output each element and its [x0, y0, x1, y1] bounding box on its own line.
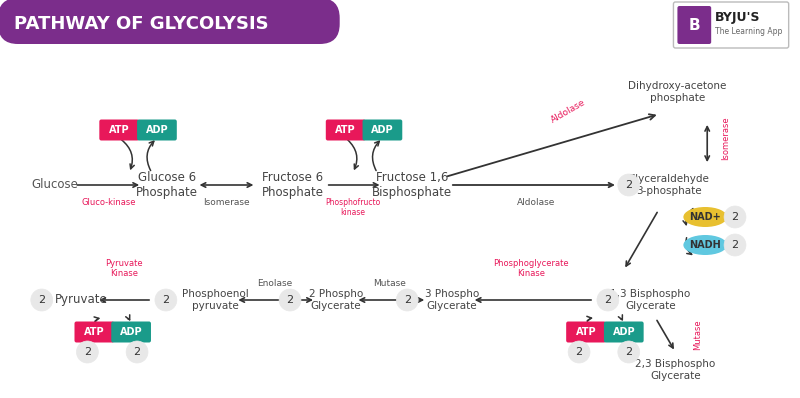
Text: ATP: ATP — [109, 125, 130, 135]
Text: NADH: NADH — [690, 240, 721, 250]
Text: 2: 2 — [731, 212, 738, 222]
Text: ATP: ATP — [335, 125, 356, 135]
Text: Fructose 6
Phosphate: Fructose 6 Phosphate — [262, 171, 324, 199]
Text: Fructose 1,6
Bisphosphate: Fructose 1,6 Bisphosphate — [372, 171, 452, 199]
Text: ADP: ADP — [146, 125, 168, 135]
Text: Aldolase: Aldolase — [517, 198, 555, 207]
FancyBboxPatch shape — [0, 0, 340, 44]
Text: 2: 2 — [604, 295, 611, 305]
FancyBboxPatch shape — [362, 119, 402, 140]
Text: Phosphoglycerate
Kinase: Phosphoglycerate Kinase — [494, 259, 570, 278]
Text: 2: 2 — [731, 240, 738, 250]
Text: Pyruvate: Pyruvate — [55, 293, 108, 306]
Circle shape — [597, 289, 619, 311]
FancyBboxPatch shape — [74, 322, 114, 343]
Circle shape — [77, 341, 98, 363]
Text: Aldolase: Aldolase — [550, 98, 587, 125]
Text: ATP: ATP — [84, 327, 105, 337]
Text: Isomerase: Isomerase — [721, 116, 730, 160]
Circle shape — [724, 206, 746, 228]
FancyBboxPatch shape — [566, 322, 606, 343]
Text: Isomerase: Isomerase — [203, 198, 250, 207]
Text: 2: 2 — [625, 180, 632, 190]
Text: 1,3 Bisphospho
Glycerate: 1,3 Bisphospho Glycerate — [610, 289, 690, 311]
Text: ADP: ADP — [613, 327, 635, 337]
Text: Phosphofructo
kinase: Phosphofructo kinase — [325, 198, 380, 217]
Text: 2,3 Bisphospho
Glycerate: 2,3 Bisphospho Glycerate — [635, 359, 715, 381]
Text: ADP: ADP — [120, 327, 142, 337]
Circle shape — [126, 341, 148, 363]
Text: 2: 2 — [134, 347, 141, 357]
Text: 2 Phospho
Glycerate: 2 Phospho Glycerate — [309, 289, 363, 311]
Text: 2: 2 — [575, 347, 582, 357]
FancyBboxPatch shape — [111, 322, 151, 343]
FancyBboxPatch shape — [678, 6, 711, 44]
Text: NAD+: NAD+ — [690, 212, 721, 222]
Text: 2: 2 — [38, 295, 46, 305]
Ellipse shape — [683, 235, 727, 255]
Text: 3 Phospho
Glycerate: 3 Phospho Glycerate — [425, 289, 479, 311]
FancyBboxPatch shape — [137, 119, 177, 140]
Text: Gluco-kinase: Gluco-kinase — [81, 198, 135, 207]
Text: B: B — [689, 18, 700, 33]
Circle shape — [279, 289, 301, 311]
Circle shape — [155, 289, 177, 311]
FancyBboxPatch shape — [674, 2, 789, 48]
Text: Enolase: Enolase — [258, 279, 293, 288]
Circle shape — [724, 234, 746, 256]
Text: 2: 2 — [162, 295, 170, 305]
Text: Glucose: Glucose — [31, 178, 78, 191]
Circle shape — [396, 289, 418, 311]
Circle shape — [30, 289, 53, 311]
Text: Phosphoenol
pyruvate: Phosphoenol pyruvate — [182, 289, 249, 311]
Circle shape — [568, 341, 590, 363]
Text: 2: 2 — [84, 347, 91, 357]
Text: ADP: ADP — [371, 125, 394, 135]
Text: Dihydroxy-acetone
phosphate: Dihydroxy-acetone phosphate — [628, 81, 726, 103]
FancyBboxPatch shape — [99, 119, 139, 140]
FancyBboxPatch shape — [604, 322, 644, 343]
Text: 2: 2 — [625, 347, 632, 357]
Text: Glyceraldehyde
3-phosphate: Glyceraldehyde 3-phosphate — [627, 174, 710, 196]
Text: BYJU'S: BYJU'S — [715, 10, 761, 23]
Text: Mutase: Mutase — [694, 320, 702, 350]
Text: 2: 2 — [404, 295, 411, 305]
Circle shape — [618, 341, 640, 363]
Text: Glucose 6
Phosphate: Glucose 6 Phosphate — [136, 171, 198, 199]
Text: ATP: ATP — [576, 327, 596, 337]
Circle shape — [618, 174, 640, 196]
Text: 2: 2 — [286, 295, 294, 305]
Text: PATHWAY OF GLYCOLYSIS: PATHWAY OF GLYCOLYSIS — [14, 15, 269, 33]
FancyBboxPatch shape — [326, 119, 366, 140]
Text: The Learning App: The Learning App — [715, 27, 782, 35]
Text: Pyruvate
Kinase: Pyruvate Kinase — [106, 259, 143, 278]
Ellipse shape — [683, 207, 727, 227]
Text: Mutase: Mutase — [373, 279, 406, 288]
